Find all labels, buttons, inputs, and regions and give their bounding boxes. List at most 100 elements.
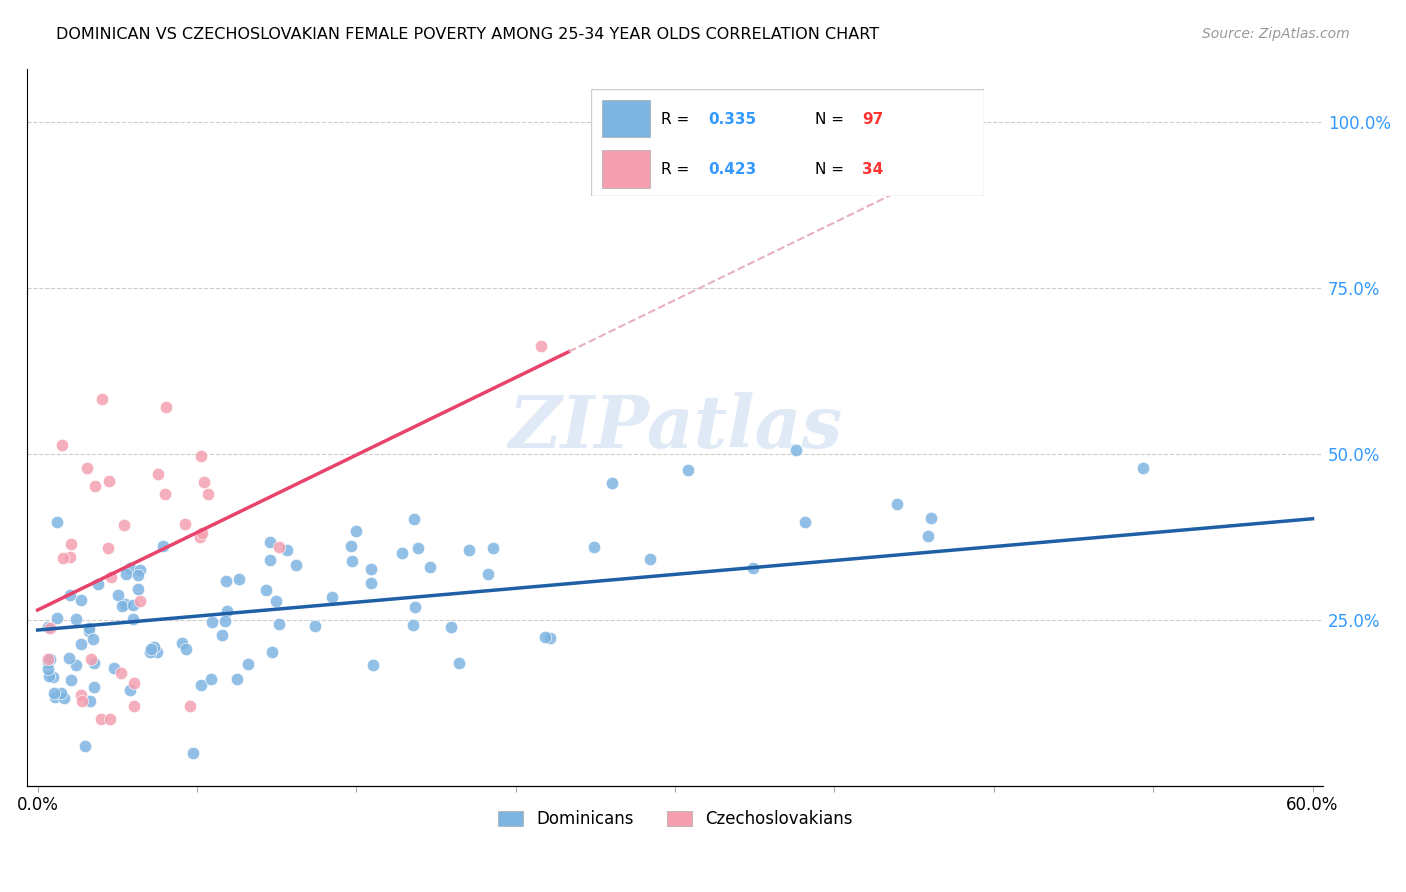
Text: R =: R = (661, 112, 695, 127)
Point (190, 678, 212, 692)
Point (344, 524, 367, 538)
Point (482, 541, 505, 556)
Point (52, 691, 75, 706)
Point (42, 670, 65, 684)
Point (79, 694, 101, 708)
Point (98, 712, 121, 726)
Legend: Dominicans, Czechoslovakians: Dominicans, Czechoslovakians (491, 804, 859, 835)
Point (143, 640, 166, 655)
Point (236, 657, 259, 671)
Text: 0.423: 0.423 (709, 162, 756, 177)
Point (201, 615, 224, 630)
Point (173, 516, 195, 531)
Point (37, 655, 59, 669)
Point (37, 662, 59, 676)
Point (360, 576, 382, 591)
Point (83, 681, 105, 695)
Point (419, 560, 441, 574)
Point (340, 554, 363, 568)
Point (304, 618, 326, 632)
Point (402, 512, 425, 526)
Point (267, 616, 290, 631)
FancyBboxPatch shape (602, 100, 650, 137)
Point (259, 535, 281, 549)
Point (77, 624, 100, 639)
Point (920, 511, 942, 525)
Point (217, 604, 239, 618)
Point (285, 558, 308, 573)
Point (211, 628, 233, 642)
Point (37, 652, 59, 666)
Point (110, 665, 132, 680)
Point (129, 563, 152, 577)
Point (188, 531, 211, 545)
Text: Source: ZipAtlas.com: Source: ZipAtlas.com (1202, 27, 1350, 41)
Point (127, 567, 149, 582)
Point (191, 526, 214, 541)
Point (477, 566, 499, 581)
Point (226, 673, 249, 687)
Point (70, 694, 93, 708)
Point (174, 641, 197, 656)
Point (152, 539, 174, 553)
Point (98, 475, 121, 489)
Point (363, 658, 385, 673)
Point (457, 543, 479, 558)
Point (391, 545, 413, 559)
Point (44, 686, 66, 700)
Point (190, 449, 212, 463)
Text: R =: R = (661, 162, 695, 177)
Point (51, 438, 73, 452)
Point (447, 657, 470, 671)
Text: N =: N = (815, 162, 849, 177)
Point (82, 632, 104, 647)
Point (114, 597, 136, 611)
Point (65, 657, 87, 672)
Point (70, 637, 93, 651)
Point (785, 443, 807, 458)
Point (83, 656, 105, 670)
Point (146, 645, 169, 659)
Point (179, 698, 201, 713)
Point (37, 620, 59, 634)
Point (87, 577, 110, 591)
Point (80, 652, 103, 666)
Point (120, 561, 142, 575)
Text: ZIPatlas: ZIPatlas (508, 392, 842, 463)
Point (38, 652, 60, 666)
Point (886, 497, 908, 511)
Point (38, 668, 60, 682)
Point (321, 590, 343, 604)
Text: N =: N = (815, 112, 849, 127)
Point (121, 599, 143, 613)
Point (51, 686, 73, 700)
Point (538, 632, 561, 646)
Point (97, 541, 120, 556)
Point (260, 644, 283, 658)
Point (267, 540, 290, 554)
Point (112, 517, 135, 532)
Point (214, 614, 236, 628)
Point (600, 476, 623, 491)
Point (122, 612, 145, 626)
Point (59, 588, 82, 602)
Point (146, 467, 169, 482)
Point (79, 621, 101, 635)
Point (440, 620, 463, 634)
Text: DOMINICAN VS CZECHOSLOVAKIAN FEMALE POVERTY AMONG 25-34 YEAR OLDS CORRELATION CH: DOMINICAN VS CZECHOSLOVAKIAN FEMALE POVE… (56, 27, 879, 42)
Point (44, 690, 66, 705)
Point (124, 676, 146, 690)
Point (59, 549, 82, 564)
Point (794, 515, 817, 529)
Point (76, 461, 98, 475)
Point (276, 542, 298, 557)
Point (583, 540, 606, 554)
Point (404, 599, 426, 614)
Text: 0.335: 0.335 (709, 112, 756, 127)
Point (127, 582, 149, 597)
Point (103, 661, 125, 675)
Point (406, 541, 429, 555)
Point (181, 746, 204, 760)
Point (215, 574, 238, 589)
Point (193, 475, 215, 490)
